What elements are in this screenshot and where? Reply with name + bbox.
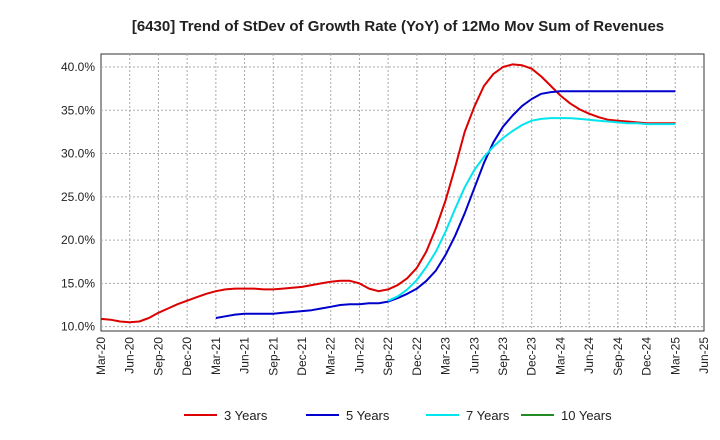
x-tick-label: Mar-21	[209, 337, 223, 375]
x-tick-label: Sep-22	[381, 337, 395, 376]
x-tick-label: Mar-23	[439, 337, 453, 375]
y-tick-label: 20.0%	[61, 233, 95, 247]
x-tick-label: Mar-20	[94, 337, 108, 375]
x-tick-label: Dec-24	[640, 337, 654, 376]
y-tick-label: 15.0%	[61, 276, 95, 290]
chart-title: [6430] Trend of StDev of Growth Rate (Yo…	[132, 18, 664, 35]
x-tick-label: Mar-22	[324, 337, 338, 375]
legend-label: 7 Years	[466, 408, 510, 423]
grid-lines	[101, 54, 704, 331]
legend-label: 3 Years	[224, 408, 268, 423]
series-line-3-years	[100, 63, 676, 324]
y-tick-label: 10.0%	[61, 320, 95, 334]
x-tick-label: Jun-24	[582, 337, 596, 374]
x-tick-label: Jun-23	[467, 337, 481, 374]
x-tick-label: Sep-24	[611, 337, 625, 376]
x-tick-label: Mar-25	[668, 337, 682, 375]
axis-labels: 10.0% 15.0% 20.0% 25.0% 30.0% 35.0% 40.0% Mar-2…	[61, 60, 711, 376]
plot-area	[100, 53, 705, 332]
legend: 3 Years 5 Years 7 Years 10 Years	[184, 408, 612, 423]
x-tick-label: Dec-21	[295, 337, 309, 376]
y-tick-label: 35.0%	[61, 103, 95, 117]
legend-label: 10 Years	[561, 408, 612, 423]
y-tick-label: 30.0%	[61, 147, 95, 161]
x-tick-label: Sep-23	[496, 337, 510, 376]
series-line-5-years	[215, 90, 676, 319]
y-tick-label: 25.0%	[61, 190, 95, 204]
x-tick-label: Sep-21	[266, 337, 280, 376]
y-tick-label: 40.0%	[61, 60, 95, 74]
x-tick-label: Dec-22	[410, 337, 424, 376]
x-tick-label: Jun-20	[123, 337, 137, 374]
x-tick-label: Jun-22	[352, 337, 366, 374]
legend-label: 5 Years	[346, 408, 390, 423]
x-tick-label: Dec-23	[525, 337, 539, 376]
series-lines	[100, 63, 676, 324]
series-line-7-years	[387, 117, 676, 302]
x-tick-label: Dec-20	[180, 337, 194, 376]
x-tick-label: Sep-20	[151, 337, 165, 376]
x-tick-label: Jun-21	[238, 337, 252, 374]
x-tick-label: Mar-24	[553, 337, 567, 375]
x-tick-label: Jun-25	[697, 337, 711, 374]
